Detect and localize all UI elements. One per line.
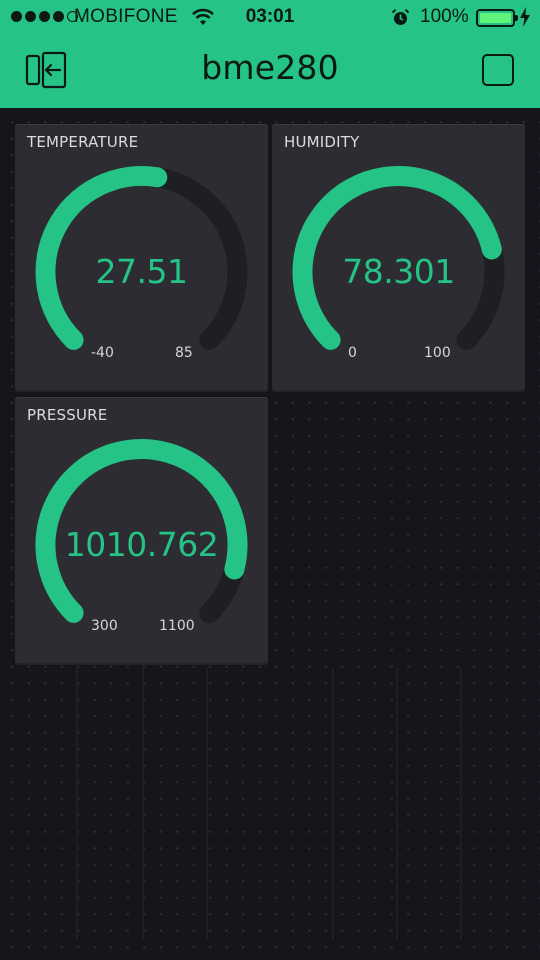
play-stop-square-icon[interactable]: [482, 54, 514, 86]
battery-icon: [476, 9, 518, 27]
clock-time: 03:01: [245, 6, 295, 27]
gauge-widget-humidity[interactable]: HUMIDITY 78.301 0 100: [272, 124, 525, 392]
gauge-arc: [292, 166, 505, 350]
gauge-value: 78.301: [342, 252, 455, 291]
gauge-widget-pressure[interactable]: PRESSURE 1010.762 300 1100: [15, 397, 268, 665]
gauge-fill: [35, 439, 248, 623]
gauge-value: 1010.762: [64, 525, 219, 564]
top-bar: MOBIFONE 03:01 100% bme280: [0, 0, 540, 108]
grid-line: [76, 668, 78, 940]
gauge-fill: [292, 166, 502, 350]
gauge-arc: [35, 166, 248, 350]
exit-project-icon[interactable]: [24, 50, 68, 90]
project-title: bme280: [201, 48, 339, 87]
gauge-max: 100: [424, 345, 451, 361]
carrier-name: MOBIFONE: [74, 6, 178, 27]
gauge-value: 27.51: [95, 252, 188, 291]
signal-dots-icon: [11, 11, 78, 22]
gauge-min: 0: [348, 345, 357, 361]
gauge-label: HUMIDITY: [284, 133, 360, 151]
battery-percent: 100%: [420, 6, 469, 27]
alarm-clock-icon: [391, 9, 410, 25]
gauge-max: 85: [175, 345, 193, 361]
gauge-fill: [35, 166, 168, 350]
charging-bolt-icon: [520, 7, 530, 27]
gauge-arc: [35, 439, 248, 623]
app-header: bme280: [0, 36, 540, 108]
status-bar: MOBIFONE 03:01 100%: [0, 0, 540, 36]
gauge-label: TEMPERATURE: [27, 133, 139, 151]
grid-line: [396, 668, 398, 940]
grid-line: [142, 668, 144, 940]
gauge-label: PRESSURE: [27, 406, 108, 424]
grid-line: [332, 668, 334, 940]
grid-line: [460, 668, 462, 940]
gauge-max: 1100: [159, 618, 195, 634]
grid-line: [206, 668, 208, 940]
gauge-widget-temperature[interactable]: TEMPERATURE 27.51 -40 85: [15, 124, 268, 392]
gauge-min: -40: [91, 345, 114, 361]
gauge-min: 300: [91, 618, 118, 634]
wifi-icon: [192, 8, 214, 25]
